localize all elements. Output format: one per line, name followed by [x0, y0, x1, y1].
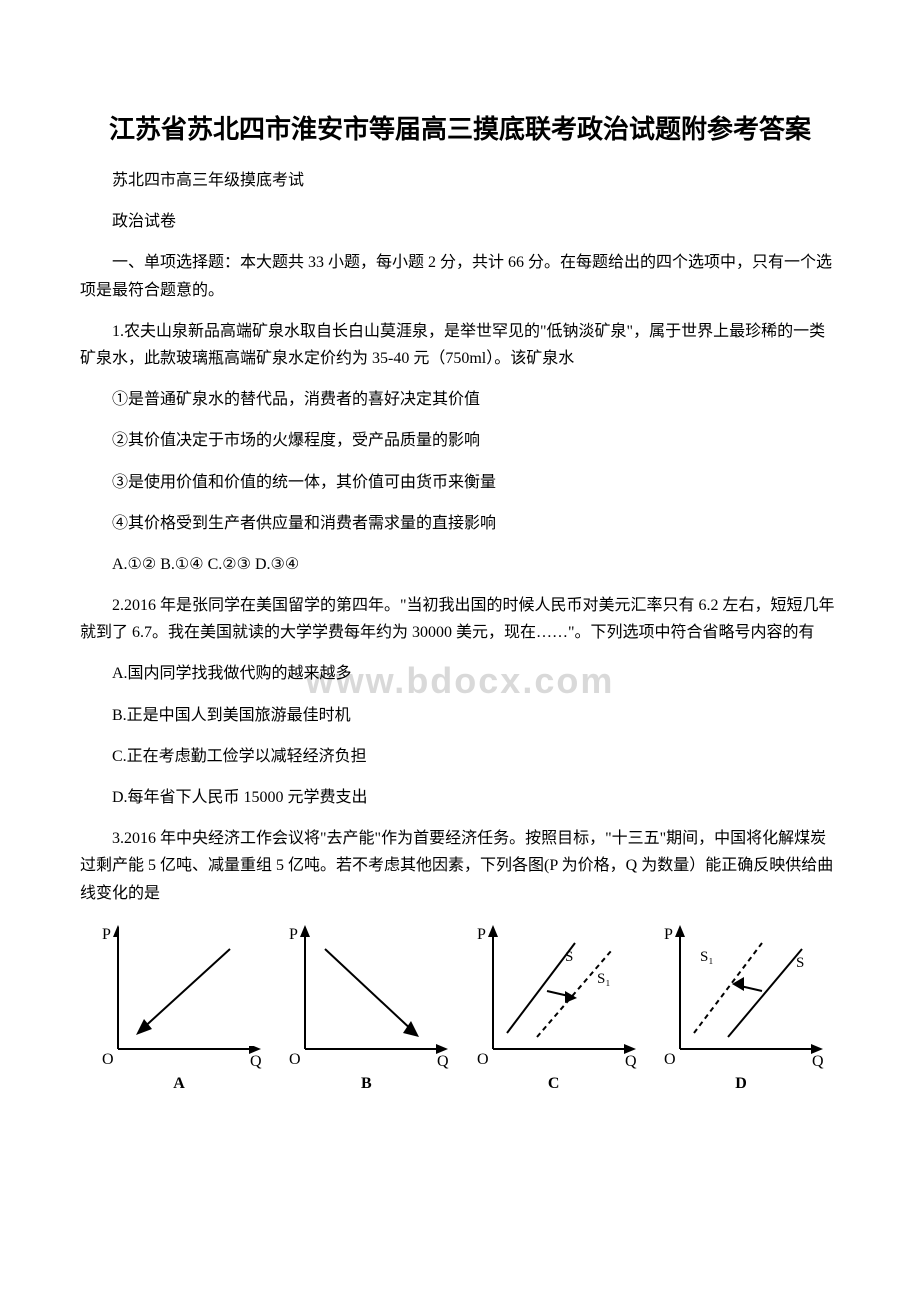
q2-c: C.正在考虑勤工俭学以减轻经济负担 — [80, 743, 840, 770]
chart-d: P Q O S₁ S D — [652, 921, 830, 1091]
svg-text:S₁: S₁ — [597, 971, 611, 987]
subtitle-line-2: 政治试卷 — [80, 208, 840, 235]
q2-b: B.正是中国人到美国旅游最佳时机 — [80, 702, 840, 729]
q2-a: A.国内同学找我做代购的越来越多 — [80, 660, 840, 687]
q2-d: D.每年省下人民币 15000 元学费支出 — [80, 784, 840, 811]
q1-opt1: ①是普通矿泉水的替代品，消费者的喜好决定其价值 — [80, 386, 840, 413]
section-header: 一、单项选择题：本大题共 33 小题，每小题 2 分，共计 66 分。在每题给出… — [80, 249, 840, 303]
axis-p-label: P — [102, 926, 111, 943]
svg-text:Q: Q — [437, 1053, 449, 1070]
svg-text:O: O — [664, 1051, 676, 1068]
q1-opt2: ②其价值决定于市场的火爆程度，受产品质量的影响 — [80, 427, 840, 454]
q1-opt4: ④其价格受到生产者供应量和消费者需求量的直接影响 — [80, 510, 840, 537]
svg-text:P: P — [477, 926, 486, 943]
chart-b-label: B — [277, 1075, 455, 1093]
q2-stem: 2.2016 年是张同学在美国留学的第四年。"当初我出国的时候人民币对美元汇率只… — [80, 592, 840, 646]
q3-stem: 3.2016 年中央经济工作会议将"去产能"作为首要经济任务。按照目标，"十三五… — [80, 825, 840, 907]
axis-o-label: O — [102, 1051, 114, 1068]
svg-text:S: S — [796, 955, 804, 971]
subtitle-line-1: 苏北四市高三年级摸底考试 — [80, 167, 840, 194]
chart-b: P Q O B — [277, 921, 455, 1091]
chart-c-label: C — [465, 1075, 643, 1093]
svg-text:O: O — [477, 1051, 489, 1068]
svg-text:Q: Q — [812, 1053, 824, 1070]
charts-row: P Q O A P Q — [80, 921, 840, 1091]
svg-text:O: O — [289, 1051, 301, 1068]
document-content: 江苏省苏北四市淮安市等届高三摸底联考政治试题附参考答案 苏北四市高三年级摸底考试… — [80, 110, 840, 1091]
axis-q-label: Q — [250, 1053, 262, 1070]
svg-text:S: S — [565, 949, 573, 965]
q1-choices: A.①② B.①④ C.②③ D.③④ — [80, 551, 840, 578]
chart-d-label: D — [652, 1075, 830, 1093]
chart-a-label: A — [90, 1075, 268, 1093]
q1-opt3: ③是使用价值和价值的统一体，其价值可由货币来衡量 — [80, 469, 840, 496]
q1-stem: 1.农夫山泉新品高端矿泉水取自长白山莫涯泉，是举世罕见的"低钠淡矿泉"，属于世界… — [80, 318, 840, 372]
chart-a: P Q O A — [90, 921, 268, 1091]
svg-text:Q: Q — [625, 1053, 637, 1070]
page-title: 江苏省苏北四市淮安市等届高三摸底联考政治试题附参考答案 — [80, 110, 840, 149]
svg-text:P: P — [289, 926, 298, 943]
svg-text:S₁: S₁ — [700, 949, 714, 965]
chart-c: P Q O S S₁ C — [465, 921, 643, 1091]
svg-text:P: P — [664, 926, 673, 943]
